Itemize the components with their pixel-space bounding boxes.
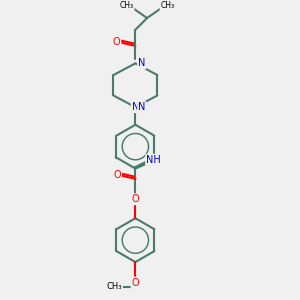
Text: N: N [138,58,146,68]
Text: O: O [112,37,120,47]
Text: N: N [138,102,146,112]
Text: CH₃: CH₃ [106,282,122,291]
Text: CH₃: CH₃ [120,1,134,10]
Text: O: O [113,170,121,180]
Text: O: O [132,278,139,287]
Text: N: N [132,102,139,112]
Text: CH₃: CH₃ [160,1,175,10]
Text: O: O [132,194,139,204]
Text: NH: NH [146,155,161,165]
